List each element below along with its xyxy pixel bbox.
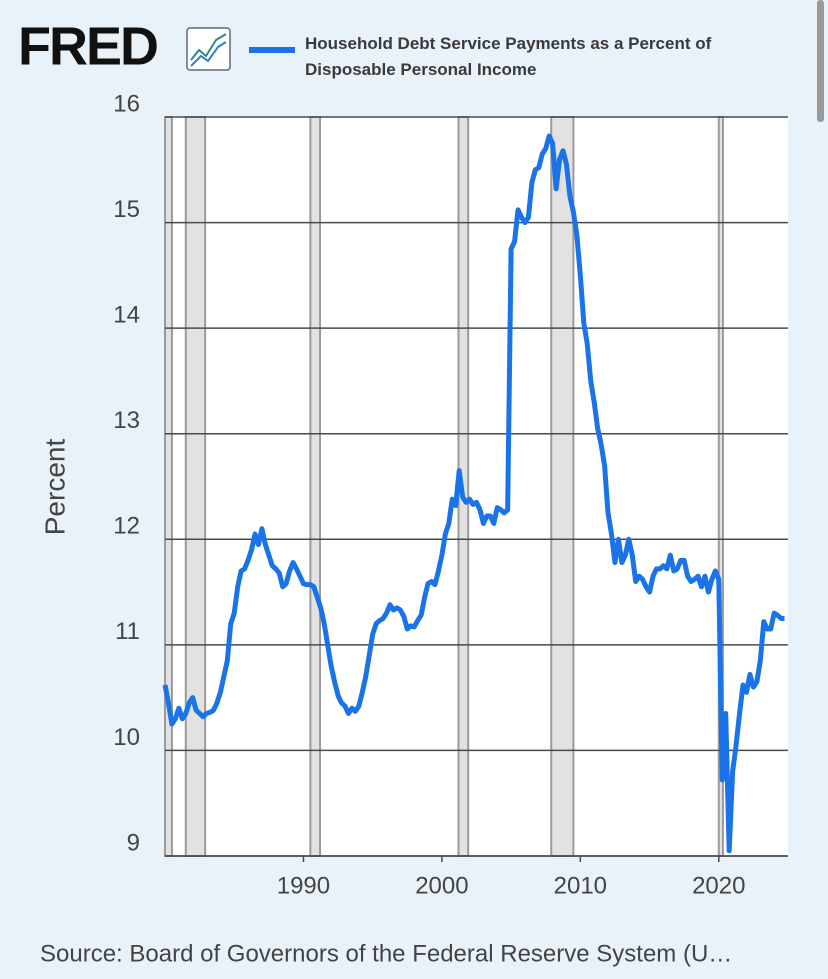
y-axis-label: Percent <box>39 439 70 536</box>
y-tick-label: 11 <box>115 618 140 645</box>
x-tick-label: 1990 <box>277 872 330 899</box>
y-tick-label: 9 <box>127 829 140 856</box>
plot-area <box>165 117 788 856</box>
x-tick-label: 2020 <box>692 872 745 899</box>
y-tick-label: 13 <box>113 407 140 434</box>
y-tick-label: 15 <box>113 196 140 223</box>
y-tick-label: 10 <box>113 724 140 751</box>
legend: Household Debt Service Payments as a Per… <box>305 34 712 79</box>
logo: FRED <box>18 16 157 76</box>
legend-label: Household Debt Service Payments as a Per… <box>305 34 712 79</box>
recession-band <box>550 116 575 857</box>
data-line <box>162 133 785 854</box>
y-tick-label: 16 <box>113 90 140 117</box>
source-note: Source: Board of Governors of the Federa… <box>40 940 732 967</box>
scrollbar <box>817 0 824 122</box>
y-tick-label: 14 <box>113 301 140 328</box>
recession-band <box>164 116 173 857</box>
x-tick-label: 2000 <box>415 872 468 899</box>
logo-icon <box>186 27 231 71</box>
y-tick-label: 12 <box>113 513 140 540</box>
x-tick-label: 2010 <box>554 872 607 899</box>
recession-band <box>184 116 207 857</box>
recession-band <box>309 116 322 857</box>
